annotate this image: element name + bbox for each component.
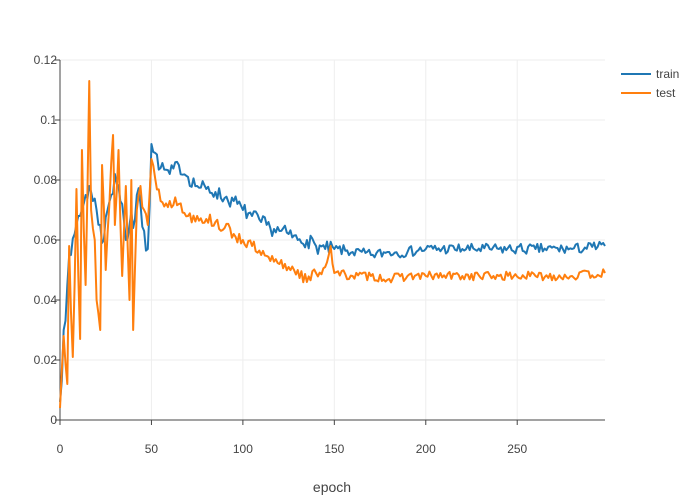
x-tick-label: 250 (507, 442, 527, 456)
series-line-test (59, 80, 606, 409)
x-tick-label: 100 (233, 442, 253, 456)
x-axis-title: epoch (313, 479, 351, 495)
y-tick-label: 0 (50, 413, 57, 427)
y-tick-label: 0.02 (34, 353, 58, 367)
y-tick-label: 0.08 (34, 173, 58, 187)
y-tick-labels: 0 0.02 0.04 0.06 0.08 0.1 0.12 (34, 53, 58, 427)
x-tick-label: 150 (324, 442, 344, 456)
y-tick-label: 0.12 (34, 53, 58, 67)
x-tick-labels: 0 50 100 150 200 250 (57, 442, 528, 456)
y-tick-label: 0.06 (34, 233, 58, 247)
y-tick-label: 0.04 (34, 293, 58, 307)
legend-label-train: train (656, 67, 679, 81)
x-tick-label: 50 (145, 442, 159, 456)
x-tick-label: 200 (416, 442, 436, 456)
x-tick-label: 0 (57, 442, 64, 456)
y-tick-label: 0.1 (40, 113, 57, 127)
axes (55, 59, 605, 425)
legend: train test (621, 67, 679, 100)
legend-label-test: test (656, 86, 676, 100)
series-layer (59, 80, 606, 409)
